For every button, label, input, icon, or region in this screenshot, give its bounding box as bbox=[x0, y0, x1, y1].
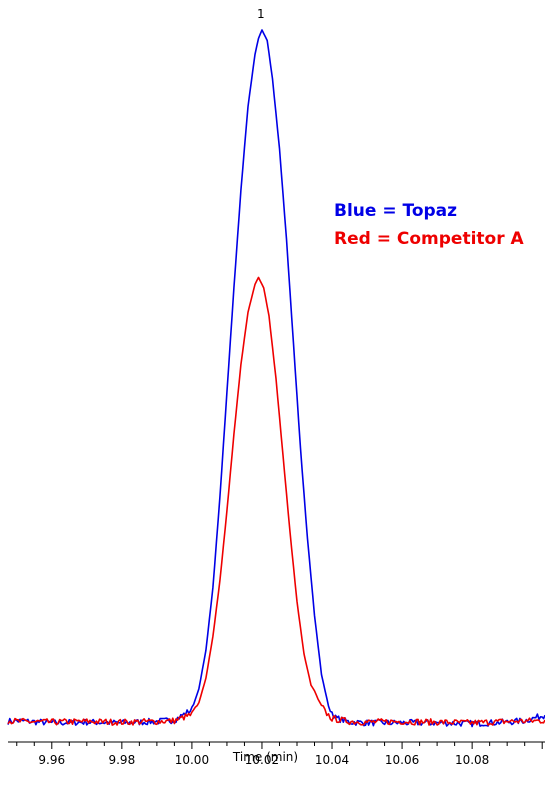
x-tick-label: 10.00 bbox=[175, 753, 209, 767]
x-tick-label: 10.02 bbox=[245, 753, 279, 767]
x-tick-label: 10.04 bbox=[315, 753, 349, 767]
x-tick-label: 9.98 bbox=[108, 753, 135, 767]
series-line-competitor-a bbox=[7, 276, 545, 726]
x-axis-label: Time (min) bbox=[0, 750, 545, 764]
x-axis-ticks: 9.96 9.98 10.00 10.02 10.04 10.06 10.08 bbox=[16, 742, 543, 767]
x-tick-label: 9.96 bbox=[38, 753, 65, 767]
x-tick-label: 10.08 bbox=[455, 753, 489, 767]
legend-entry-competitor-a: Red = Competitor A bbox=[334, 229, 524, 249]
x-tick-label: 10.06 bbox=[385, 753, 419, 767]
series-layer bbox=[7, 29, 545, 728]
legend-entry-topaz: Blue = Topaz bbox=[334, 201, 458, 221]
x-axis-label-text: Time (min) bbox=[232, 750, 299, 764]
peak-label: 1 bbox=[257, 7, 265, 21]
